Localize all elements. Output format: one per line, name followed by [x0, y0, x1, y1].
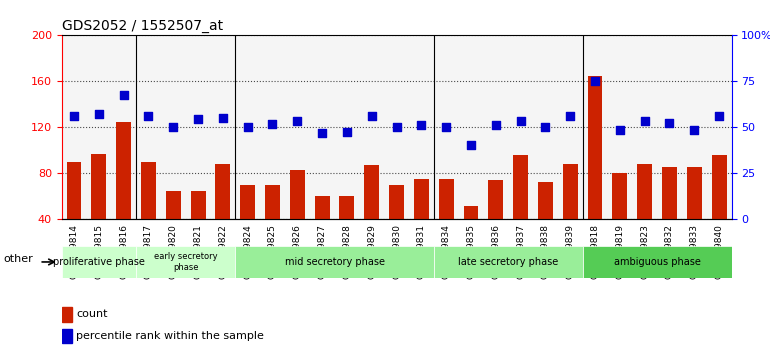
Bar — [240, 185, 255, 266]
Point — [266, 121, 279, 127]
Bar — [687, 166, 701, 266]
Point — [167, 125, 179, 130]
Bar — [439, 179, 454, 266]
Bar — [583, 246, 732, 278]
Text: proliferative phase: proliferative phase — [53, 257, 145, 267]
Point — [564, 113, 577, 119]
Point — [440, 125, 452, 130]
Bar — [340, 196, 354, 266]
Text: GDS2052 / 1552507_at: GDS2052 / 1552507_at — [62, 19, 223, 33]
Point — [68, 113, 80, 119]
Bar — [62, 329, 72, 343]
Point — [663, 120, 675, 126]
Point — [192, 116, 204, 122]
Bar — [538, 182, 553, 266]
Bar — [488, 181, 504, 266]
Bar — [464, 206, 478, 266]
Bar — [66, 162, 82, 266]
Bar — [434, 246, 583, 278]
Point — [638, 118, 651, 123]
Point — [490, 122, 502, 128]
Point — [514, 118, 527, 123]
Bar — [414, 179, 429, 266]
Bar — [166, 191, 181, 266]
Text: other: other — [3, 254, 33, 264]
Point — [118, 92, 130, 98]
Bar — [92, 154, 106, 266]
Bar — [588, 76, 602, 266]
Text: percentile rank within the sample: percentile rank within the sample — [76, 331, 264, 341]
Bar — [364, 165, 379, 266]
Text: late secretory phase: late secretory phase — [458, 257, 558, 267]
Point — [713, 113, 725, 119]
Bar — [236, 246, 434, 278]
Text: mid secretory phase: mid secretory phase — [285, 257, 384, 267]
Bar — [265, 185, 280, 266]
Point — [142, 113, 155, 119]
Point — [539, 125, 551, 130]
Bar — [711, 155, 727, 266]
Point — [242, 125, 254, 130]
Bar — [141, 162, 156, 266]
Bar — [62, 307, 72, 321]
Point — [216, 115, 229, 121]
Bar — [315, 196, 330, 266]
Bar — [513, 155, 528, 266]
Point — [614, 127, 626, 132]
Point — [291, 118, 303, 123]
Point — [589, 79, 601, 84]
Bar — [662, 166, 677, 266]
Point — [92, 111, 105, 116]
Bar — [563, 164, 578, 266]
Bar — [116, 122, 131, 266]
Point — [341, 129, 353, 135]
Bar — [216, 164, 230, 266]
Text: ambiguous phase: ambiguous phase — [614, 257, 701, 267]
Bar — [290, 170, 305, 266]
Point — [688, 127, 701, 132]
Bar — [612, 173, 628, 266]
Bar — [389, 185, 404, 266]
Point — [415, 122, 427, 128]
Text: count: count — [76, 309, 108, 319]
Bar — [136, 246, 236, 278]
Point — [390, 125, 403, 130]
Bar — [62, 246, 136, 278]
Text: early secretory
phase: early secretory phase — [154, 252, 217, 272]
Point — [316, 130, 328, 136]
Bar — [191, 191, 206, 266]
Bar — [638, 164, 652, 266]
Point — [366, 113, 378, 119]
Point — [465, 142, 477, 148]
